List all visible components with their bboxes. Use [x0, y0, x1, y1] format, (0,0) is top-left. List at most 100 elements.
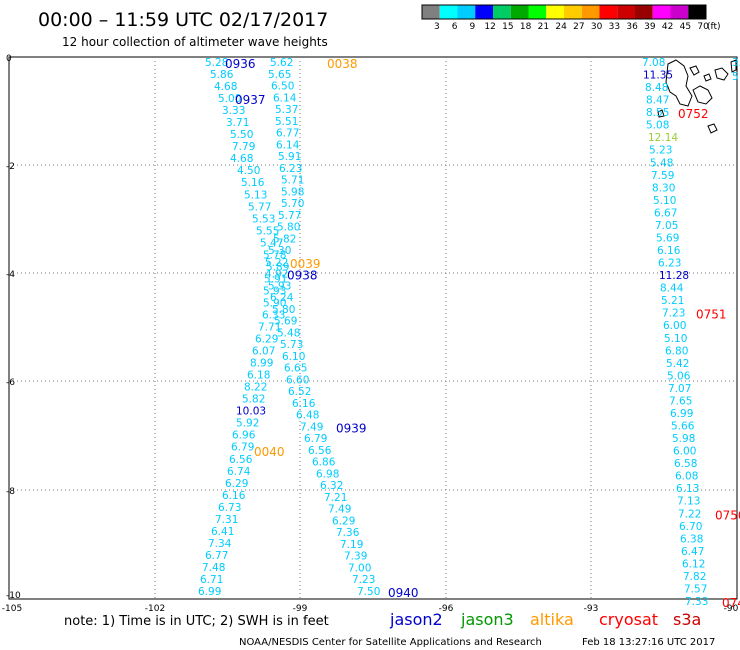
colorbar-tick: 45 — [680, 22, 691, 32]
swh-value: 5 — [732, 71, 739, 83]
swh-value: 6.56 — [229, 454, 253, 466]
swh-value: 7.07 — [668, 383, 691, 395]
colorbar-tick: 36 — [626, 22, 638, 32]
swh-value: 8.44 — [660, 283, 684, 295]
swh-value: 5.22 — [265, 257, 288, 269]
page-subtitle: 12 hour collection of altimeter wave hei… — [62, 35, 328, 49]
swh-value: 8.47 — [646, 95, 669, 107]
swh-value: 6.77 — [205, 550, 228, 562]
swh-value: 5.91 — [264, 273, 287, 285]
swh-value: 5.73 — [280, 339, 303, 351]
swh-value: 7.00 — [348, 562, 371, 574]
swh-value: 11.28 — [659, 270, 689, 282]
swh-value: 5.78 — [263, 249, 286, 261]
latitude-label: -8 — [6, 487, 15, 497]
swh-value: 7.49 — [328, 504, 351, 516]
swh-value: 6.98 — [316, 468, 339, 480]
swh-value: 6.71 — [200, 574, 223, 586]
swh-value: 3.33 — [222, 105, 245, 117]
swh-value: 6.79 — [231, 442, 254, 454]
swh-value: 6.00 — [673, 446, 696, 458]
swh-colorbar — [421, 4, 707, 20]
swh-value: 5.51 — [275, 116, 298, 128]
pass-time-label: 0038 — [327, 57, 358, 71]
swh-value: 5.98 — [672, 433, 695, 445]
swh-value: 5.65 — [268, 69, 291, 81]
swh-value: 6.50 — [271, 81, 294, 93]
pass-time-label: 0938 — [287, 269, 318, 283]
colorbar-tick: 27 — [573, 22, 584, 32]
colorbar-swatch — [635, 5, 653, 19]
longitude-label: -105 — [2, 604, 22, 614]
swh-value: 4.68 — [230, 153, 253, 165]
colorbar-tick: 24 — [555, 22, 567, 32]
swh-value: 7.39 — [344, 551, 367, 563]
footer-timestamp: Feb 18 13:27:16 UTC 2017 — [582, 637, 715, 648]
swh-value: 7.21 — [324, 492, 347, 504]
swh-value: 6.99 — [198, 586, 221, 598]
swh-value: 8.30 — [652, 182, 675, 194]
swh-value: 10.03 — [236, 406, 266, 418]
swh-tracks: 5.285.864.685.003.333.715.507.794.684.50… — [198, 57, 740, 610]
swh-value: 6.24 — [270, 292, 294, 304]
pass-time-label: 0752 — [678, 107, 709, 121]
swh-value: 7.59 — [651, 170, 674, 182]
swh-value: 5.91 — [278, 151, 301, 163]
swh-value: 5.48 — [277, 327, 300, 339]
swh-value: 6.14 — [273, 92, 297, 104]
swh-value: 6.16 — [222, 490, 246, 502]
colorbar-tick: 9 — [470, 22, 476, 32]
track-cryosat-east: 7.0811.358.488.478.555.0812.145.235.487.… — [642, 57, 740, 610]
pass-time-label: 0939 — [336, 421, 367, 435]
swh-value: 6.86 — [312, 457, 336, 469]
swh-value: 5.69 — [274, 316, 297, 328]
pass-time-label: 0039 — [290, 257, 321, 271]
swh-value: 5.89 — [266, 261, 289, 273]
swh-value: 3.71 — [226, 117, 249, 129]
latitude-tick-labels: 0 -2 -4 -6 -8 -10 — [6, 54, 21, 601]
swh-value: 5.28 — [205, 57, 228, 69]
swh-value: 7.31 — [215, 514, 238, 526]
swh-value: 6.14 — [276, 139, 300, 151]
swh-value: 5.98 — [281, 186, 304, 198]
colorbar-tick: 42 — [662, 22, 673, 32]
swh-value: 5.13 — [244, 189, 267, 201]
swh-value: 11.35 — [643, 70, 673, 82]
gridlines — [9, 57, 737, 599]
swh-value: 5.77 — [248, 201, 271, 213]
colorbar-swatch — [528, 5, 547, 19]
swh-value: 6.00 — [663, 320, 686, 332]
colorbar-swatch — [457, 5, 476, 19]
swh-value: 5.47 — [260, 237, 283, 249]
swh-value: 4.68 — [214, 81, 237, 93]
swh-value: 6.73 — [218, 502, 241, 514]
swh-value: 5.82 — [242, 394, 265, 406]
swh-value: 6.56 — [308, 445, 332, 457]
swh-value: 5.66 — [671, 421, 695, 433]
swh-value: 5.10 — [664, 333, 687, 345]
latitude-label: -10 — [6, 591, 21, 601]
swh-value: 5.10 — [653, 195, 676, 207]
swh-value: 6.38 — [680, 533, 703, 545]
swh-value: 6.32 — [320, 480, 343, 492]
swh-value: 6.12 — [682, 558, 705, 570]
swh-value: 6.07 — [252, 346, 275, 358]
pass-time-label: 0940 — [388, 586, 419, 600]
swh-value: 6.41 — [211, 526, 234, 538]
colorbar-tick: 39 — [644, 22, 656, 32]
colorbar-swatch — [510, 5, 529, 19]
swh-value: 6.13 — [676, 483, 699, 495]
legend-jason3: jason3 — [460, 610, 514, 629]
swh-value: 6.70 — [679, 521, 702, 533]
swh-value: 5.82 — [273, 233, 296, 245]
longitude-label: -102 — [145, 604, 165, 614]
swh-value: 6.58 — [674, 458, 697, 470]
swh-value: 5.08 — [646, 120, 669, 132]
swh-value: 7.49 — [300, 421, 323, 433]
swh-value: 5.23 — [649, 145, 672, 157]
swh-value: 7.05 — [655, 220, 678, 232]
legend-s3a: s3a — [673, 610, 701, 629]
swh-value: 5.48 — [650, 157, 673, 169]
swh-value: 7.79 — [232, 141, 255, 153]
